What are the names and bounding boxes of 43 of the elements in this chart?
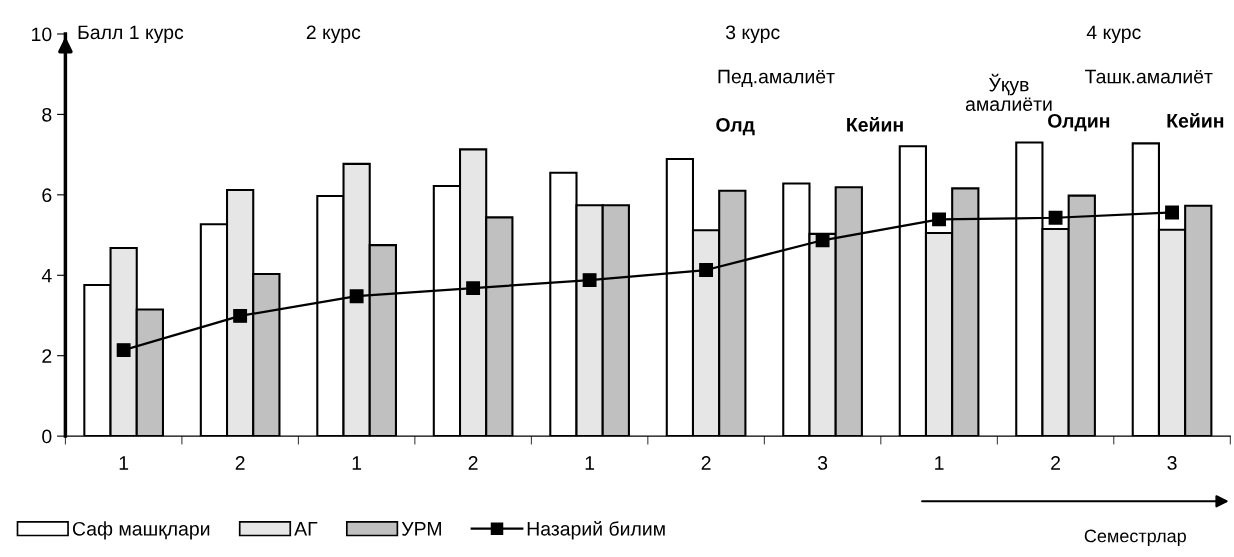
point bbox=[932, 212, 947, 227]
y-tick-label: 4 bbox=[41, 268, 52, 283]
legend-label: АГ bbox=[294, 522, 318, 536]
x-axis-title: Семестрлар bbox=[1084, 529, 1186, 546]
y-tick-label: 10 bbox=[32, 27, 52, 42]
annotation: 3 курс bbox=[725, 25, 780, 44]
y-axis-title: Балл bbox=[78, 25, 122, 40]
point bbox=[1048, 210, 1063, 225]
y-tick-label: 2 bbox=[42, 349, 52, 363]
x-tick-label: 1 bbox=[352, 456, 362, 470]
annotation: 2 курс bbox=[306, 25, 361, 44]
x-tick-label: 1 bbox=[935, 456, 944, 470]
x-tick-label: 3 bbox=[1167, 456, 1177, 470]
annotation: Ўқув амалиёти bbox=[965, 73, 1052, 112]
annotation: Кейин bbox=[1167, 113, 1224, 128]
x-tick-label: 1 bbox=[585, 456, 595, 470]
point bbox=[466, 281, 481, 296]
x-tick-label: 2 bbox=[235, 456, 245, 470]
point bbox=[815, 233, 830, 248]
legend-label: Назарий билим bbox=[527, 521, 665, 540]
point bbox=[349, 289, 364, 304]
x-tick-label: 1 bbox=[119, 456, 129, 470]
annotation: Кейин bbox=[847, 117, 903, 132]
point bbox=[116, 343, 131, 358]
x-tick-label: 3 bbox=[817, 456, 828, 470]
legend-label: УРМ bbox=[401, 522, 441, 536]
x-tick-label: 2 bbox=[701, 456, 711, 470]
point bbox=[582, 273, 597, 288]
point bbox=[699, 263, 714, 277]
y-tick-label: 0 bbox=[42, 429, 52, 444]
annotation: 4 курс bbox=[1086, 25, 1141, 44]
annotation: 1 курс bbox=[130, 25, 184, 44]
y-tick-label: 6 bbox=[42, 188, 52, 203]
annotation: Ташк.амалиёт bbox=[1085, 69, 1213, 84]
annotation: Олдин bbox=[1048, 113, 1110, 132]
legend-label: Саф машқлари bbox=[72, 521, 210, 540]
x-tick-label: 2 bbox=[1051, 456, 1060, 470]
x-tick-label: 2 bbox=[468, 456, 478, 470]
point bbox=[233, 308, 248, 323]
annotation: Пед.амалиёт bbox=[718, 69, 835, 88]
annotation: Олд bbox=[716, 117, 755, 136]
point bbox=[1165, 205, 1179, 220]
y-tick-label: 8 bbox=[42, 107, 52, 122]
